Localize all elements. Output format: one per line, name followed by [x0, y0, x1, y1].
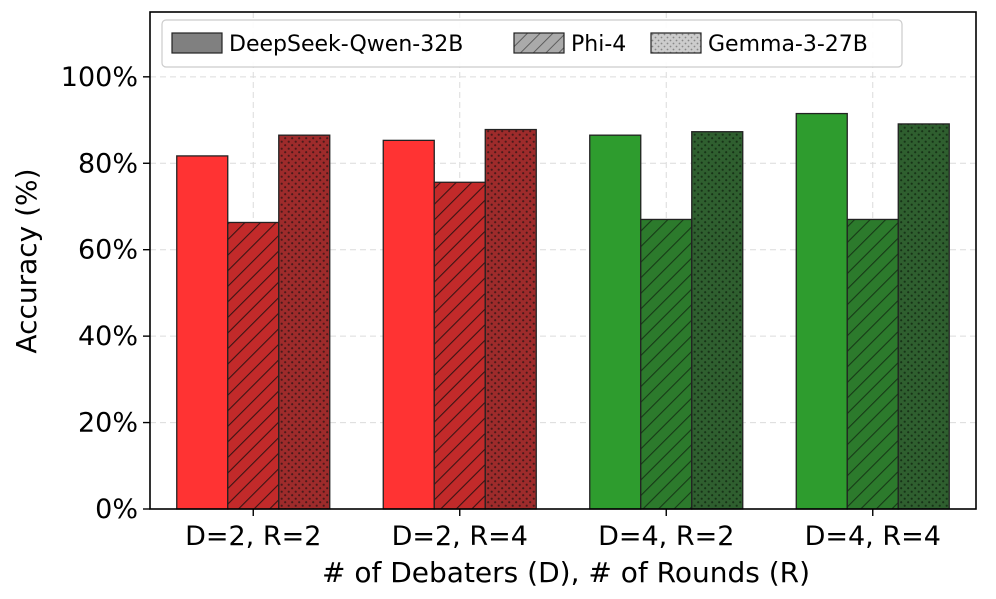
x-tick-label: D=2, R=4 — [392, 521, 528, 552]
x-axis-ticks: D=2, R=2 D=2, R=4 D=4, R=2 D=4, R=4 — [185, 509, 941, 552]
legend-label: Gemma-3-27B — [708, 32, 868, 57]
legend: DeepSeek-Qwen-32B Phi-4 Gemma-3-27B — [161, 19, 903, 68]
bar-phi-4-1 — [227, 221, 280, 510]
legend-label: Phi-4 — [571, 32, 626, 57]
x-tick-label: D=4, R=2 — [598, 521, 734, 552]
bar-gemma-3-27b-2 — [484, 128, 537, 510]
bar-gemma-3-27b-1 — [278, 134, 331, 510]
legend-swatch — [171, 32, 223, 54]
bar-gemma-3-27b-3 — [691, 131, 744, 510]
legend-label: DeepSeek-Qwen-32B — [229, 32, 463, 57]
y-tick-label: 0% — [95, 494, 138, 525]
bar-deepseek-qwen-32b-4 — [795, 112, 848, 510]
bar-deepseek-qwen-32b-3 — [589, 134, 642, 510]
legend-swatch — [513, 32, 565, 54]
plot-frame — [149, 11, 977, 510]
bar-gemma-3-27b-4 — [897, 123, 950, 510]
y-tick-label: 100% — [61, 62, 138, 93]
y-axis-ticks: 0% 20% 40% 60% 80% 100% — [61, 62, 150, 525]
y-axis-label: Accuracy (%) — [10, 168, 43, 353]
x-tick-label: D=4, R=4 — [805, 521, 941, 552]
x-tick-label: D=2, R=2 — [185, 521, 321, 552]
x-axis-label: # of Debaters (D), # of Rounds (R) — [322, 556, 810, 589]
bar-deepseek-qwen-32b-2 — [382, 139, 435, 510]
legend-swatch — [650, 32, 702, 54]
bars — [176, 112, 950, 510]
y-tick-label: 40% — [78, 321, 138, 352]
bar-phi-4-2 — [433, 181, 486, 510]
y-tick-label: 20% — [78, 408, 138, 439]
bar-deepseek-qwen-32b-1 — [176, 155, 229, 510]
y-tick-label: 80% — [78, 148, 138, 179]
bar-phi-4-4 — [846, 218, 899, 510]
y-tick-label: 60% — [78, 235, 138, 266]
bar-phi-4-3 — [640, 218, 693, 510]
